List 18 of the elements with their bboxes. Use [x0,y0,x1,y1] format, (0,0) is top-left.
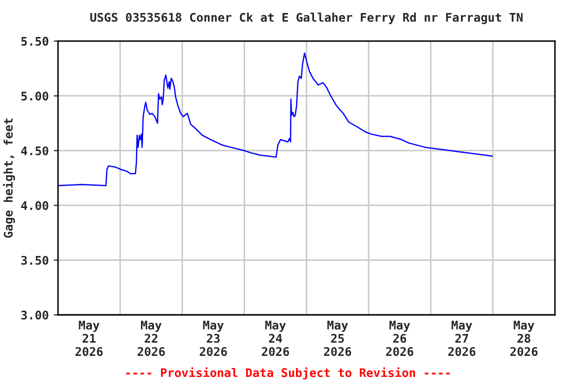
x-tick-label: May 25 2026 [324,320,352,356]
x-tick-label: May 22 2026 [138,320,165,356]
x-tick-label: May 26 2026 [386,320,414,356]
x-tick-label: May 27 2026 [448,320,476,356]
line-series [58,52,493,186]
y-tick-label: 4.50 [21,146,48,156]
x-tick-label: May 21 2026 [76,320,103,356]
y-tick-label: 5.00 [21,92,48,100]
x-tick-label: May 28 2026 [510,320,538,356]
y-tick-label: 5.50 [21,36,48,46]
y-tick-label: 3.00 [21,310,48,320]
x-tick-label: May 24 2026 [262,320,290,356]
chart-title: USGS 03535618 Conner Ck at E Gallaher Ferry Rd nr Farragut TN [90,12,523,24]
y-axis-title: Gage height, feet [2,118,15,238]
text: ---- Provisional Data Subject to Revision ---- [126,367,450,380]
x-tick-label: May 23 2026 [200,320,227,356]
y-tick-label: 4.00 [21,201,48,210]
y-tick-label: 3.50 [21,256,48,265]
